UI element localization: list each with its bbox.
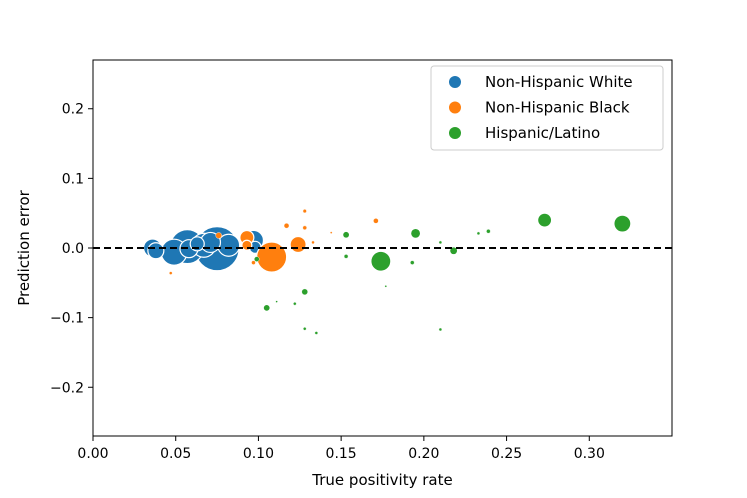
data-point-hispanic-latino-6 — [314, 331, 319, 335]
x-tick-label: 0.05 — [160, 446, 191, 462]
y-tick-label: −0.1 — [50, 311, 84, 327]
data-point-hispanic-latino-7 — [342, 230, 351, 239]
legend-label: Non-Hispanic White — [485, 73, 633, 91]
data-point-non-hispanic-black-11 — [330, 231, 333, 234]
data-point-non-hispanic-black-8 — [302, 209, 307, 214]
data-point-hispanic-latino-18 — [537, 212, 553, 228]
y-tick-label: 0.0 — [62, 241, 84, 257]
data-point-hispanic-latino-1 — [262, 303, 271, 312]
data-point-hispanic-latino-8 — [343, 254, 349, 259]
data-point-hispanic-latino-2 — [275, 300, 278, 303]
x-tick-label: 0.20 — [408, 446, 439, 462]
x-tick-label: 0.30 — [574, 446, 605, 462]
data-point-hispanic-latino-5 — [303, 327, 307, 331]
data-point-non-hispanic-black-10 — [311, 240, 315, 245]
data-point-hispanic-latino-10 — [384, 285, 388, 288]
x-tick-label: 0.00 — [77, 446, 108, 462]
x-tick-label: 0.10 — [243, 446, 274, 462]
data-point-hispanic-latino-19 — [613, 214, 632, 233]
data-point-hispanic-latino-14 — [438, 327, 443, 332]
legend-box — [430, 65, 664, 151]
data-point-non-hispanic-black-12 — [373, 218, 379, 224]
data-point-non-hispanic-black-1 — [215, 232, 222, 239]
x-axis-label: True positivity rate — [311, 471, 452, 489]
x-tick-label: 0.15 — [326, 446, 357, 462]
data-point-non-hispanic-black-0 — [169, 271, 173, 275]
y-axis-label: Prediction error — [15, 189, 33, 305]
y-tick-label: −0.2 — [50, 380, 84, 396]
data-point-hispanic-latino-12 — [409, 227, 422, 239]
data-point-hispanic-latino-4 — [301, 288, 308, 296]
data-point-hispanic-latino-9 — [370, 250, 392, 272]
legend-marker-non-hispanic-black — [449, 101, 461, 114]
data-point-non-hispanic-white-1 — [147, 242, 165, 260]
data-point-hispanic-latino-13 — [438, 240, 443, 245]
data-point-non-hispanic-black-9 — [302, 225, 307, 231]
y-tick-label: 0.1 — [62, 171, 84, 187]
legend-label: Non-Hispanic Black — [485, 99, 630, 117]
data-point-hispanic-latino-0 — [254, 256, 260, 262]
data-point-non-hispanic-black-5 — [256, 241, 288, 273]
x-tick-label: 0.25 — [491, 446, 522, 462]
y-tick-label: 0.2 — [62, 102, 84, 118]
legend-label: Hispanic/Latino — [485, 124, 600, 142]
data-point-hispanic-latino-16 — [476, 231, 481, 236]
legend: Non-Hispanic White Non-Hispanic Black Hisp… — [430, 65, 664, 151]
axes-layer: 0.00 0.05 0.10 0.15 0.20 0.25 0.30 −0.2 −0.1 0.0 0… — [15, 59, 673, 489]
data-point-non-hispanic-black-4 — [251, 260, 256, 265]
data-point-hispanic-latino-17 — [486, 229, 491, 234]
legend-marker-hispanic-latino — [449, 127, 461, 139]
data-point-hispanic-latino-3 — [293, 302, 297, 306]
data-point-hispanic-latino-11 — [410, 260, 415, 265]
data-point-non-hispanic-black-7 — [289, 235, 307, 254]
data-point-non-hispanic-black-6 — [283, 223, 290, 229]
legend-marker-non-hispanic-white — [449, 76, 461, 88]
